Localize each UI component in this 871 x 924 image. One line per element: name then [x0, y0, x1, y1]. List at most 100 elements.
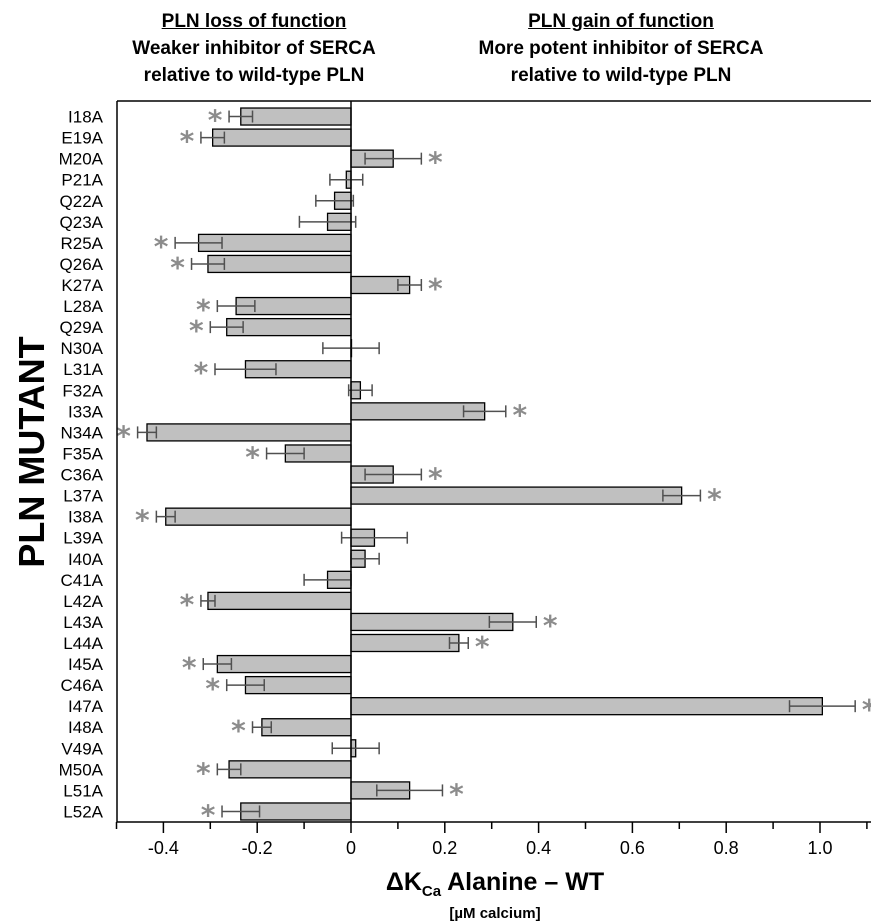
significance-star-I45A: *: [182, 651, 197, 684]
category-label-Q26A: Q26A: [60, 255, 104, 274]
bar-L37A: [350, 486, 683, 505]
x-tick-label: -0.4: [148, 838, 179, 858]
category-label-P21A: P21A: [61, 171, 103, 190]
category-label-I33A: I33A: [68, 402, 104, 421]
bars-layer: [146, 107, 823, 821]
significance-star-M50A: *: [196, 756, 211, 789]
significance-star-K27A: *: [428, 272, 443, 305]
category-label-I45A: I45A: [68, 655, 104, 674]
x-tick-label: 0.6: [620, 838, 645, 858]
category-label-M50A: M50A: [59, 760, 104, 779]
category-label-I48A: I48A: [68, 718, 104, 737]
significance-star-C36A: *: [428, 462, 443, 495]
category-label-C36A: C36A: [60, 466, 103, 485]
error-bars-layer: [136, 110, 856, 818]
category-label-I18A: I18A: [68, 108, 104, 127]
x-axis-label-subscript: Ca: [422, 883, 442, 900]
significance-star-I38A: *: [135, 504, 150, 537]
bar-L44A: [350, 633, 460, 653]
significance-star-M20A: *: [428, 146, 443, 179]
x-tick-label: 0: [346, 838, 356, 858]
x-axis-label-main: ΔK: [386, 868, 422, 896]
category-labels-layer: I18A E19A M20A P21A Q22A Q23A R25A Q26A K27A L28A…: [59, 108, 104, 822]
bar-Q26A: [207, 254, 352, 274]
category-label-I47A: I47A: [68, 697, 104, 716]
category-label-L37A: L37A: [63, 487, 103, 506]
axes-layer: [116, 100, 871, 823]
bar-I18A: [240, 107, 352, 126]
significance-star-N34A: *: [116, 419, 131, 452]
category-label-L44A: L44A: [63, 634, 103, 653]
significance-star-I48A: *: [231, 714, 246, 747]
x-ticks-layer: -0.4 -0.2 0 0.2 0.4 0.6 0.8 1.0: [115, 822, 868, 858]
left-header-line1: Weaker inhibitor of SERCA: [132, 38, 376, 59]
category-label-Q22A: Q22A: [60, 192, 104, 211]
category-label-M20A: M20A: [59, 150, 104, 169]
bar-I38A: [165, 507, 352, 526]
category-label-F32A: F32A: [62, 381, 103, 400]
category-label-L28A: L28A: [63, 297, 103, 316]
significance-star-L31A: *: [194, 356, 209, 389]
left-header-line2: relative to wild-type PLN: [143, 65, 365, 86]
category-label-R25A: R25A: [60, 234, 103, 253]
bar-N34A: [146, 423, 352, 442]
category-label-K27A: K27A: [61, 276, 103, 295]
x-axis-label-rest: Alanine – WT: [441, 868, 604, 896]
significance-star-C46A: *: [205, 672, 220, 705]
x-tick-label: 0.8: [714, 838, 739, 858]
x-tick-label: 1.0: [807, 838, 832, 858]
category-label-N34A: N34A: [60, 423, 103, 442]
right-header-title: PLN gain of function: [528, 11, 714, 32]
significance-star-L52A: *: [201, 798, 216, 831]
significance-star-Q26A: *: [170, 251, 185, 284]
category-label-L43A: L43A: [63, 613, 103, 632]
significance-star-F35A: *: [245, 440, 260, 473]
category-label-F35A: F35A: [62, 444, 103, 463]
significance-star-I47A: *: [862, 693, 871, 726]
significance-star-R25A: *: [154, 230, 169, 263]
bar-I47A: [350, 697, 823, 716]
x-axis-label: ΔKCa Alanine – WT: [386, 868, 604, 900]
category-label-L52A: L52A: [63, 802, 103, 821]
left-header: PLN loss of function Weaker inhibitor of…: [92, 9, 416, 89]
bar-Q29A: [226, 317, 352, 337]
category-label-L51A: L51A: [63, 781, 103, 800]
x-tick-label: -0.2: [242, 838, 273, 858]
x-axis-unit: [µM calcium]: [449, 905, 540, 922]
bar-I48A: [261, 718, 352, 737]
category-label-C41A: C41A: [60, 571, 103, 590]
category-label-L42A: L42A: [63, 592, 103, 611]
y-axis-label: PLN MUTANT: [11, 336, 52, 567]
bar-M50A: [228, 760, 352, 779]
bar-L42A: [207, 591, 352, 611]
category-label-Q23A: Q23A: [60, 213, 104, 232]
right-header: PLN gain of function More potent inhibit…: [436, 9, 806, 89]
x-tick-label: 0.4: [526, 838, 551, 858]
category-label-C46A: C46A: [60, 676, 103, 695]
category-label-E19A: E19A: [61, 129, 103, 148]
right-header-line1: More potent inhibitor of SERCA: [478, 38, 764, 59]
significance-star-L42A: *: [180, 588, 195, 621]
significance-star-L44A: *: [475, 630, 490, 663]
x-tick-label: 0.2: [432, 838, 457, 858]
bar-I45A: [216, 654, 352, 674]
category-label-L39A: L39A: [63, 529, 103, 548]
category-label-N30A: N30A: [60, 339, 103, 358]
category-label-I38A: I38A: [68, 508, 104, 527]
significance-star-I33A: *: [512, 398, 527, 431]
category-label-V49A: V49A: [61, 739, 103, 758]
left-header-title: PLN loss of function: [161, 11, 347, 32]
significance-star-I18A: *: [208, 104, 223, 137]
significance-markers-layer: *************************: [116, 104, 871, 832]
category-label-Q29A: Q29A: [60, 318, 104, 337]
right-header-line2: relative to wild-type PLN: [510, 65, 732, 86]
significance-star-Q29A: *: [189, 314, 204, 347]
category-label-L31A: L31A: [63, 360, 103, 379]
bar-E19A: [211, 128, 352, 147]
significance-star-L43A: *: [543, 609, 558, 642]
category-label-I40A: I40A: [68, 550, 104, 569]
significance-star-E19A: *: [180, 125, 195, 158]
significance-star-L37A: *: [707, 483, 722, 516]
significance-star-L51A: *: [449, 777, 464, 810]
